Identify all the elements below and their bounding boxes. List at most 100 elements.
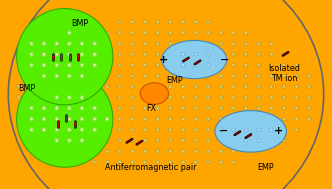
Ellipse shape [43,107,45,109]
Ellipse shape [54,41,59,46]
Ellipse shape [94,42,96,45]
Ellipse shape [67,74,72,78]
Ellipse shape [282,127,286,132]
Ellipse shape [144,150,146,153]
Ellipse shape [81,53,83,56]
Ellipse shape [105,127,110,132]
Ellipse shape [182,96,184,99]
Ellipse shape [106,118,109,120]
Ellipse shape [17,95,21,100]
Ellipse shape [232,118,234,120]
Ellipse shape [130,20,135,24]
Ellipse shape [283,64,285,66]
Ellipse shape [94,96,96,99]
Ellipse shape [131,150,133,153]
Ellipse shape [231,149,236,154]
Ellipse shape [55,53,58,56]
Ellipse shape [206,63,210,67]
Ellipse shape [181,41,185,46]
Ellipse shape [94,75,96,77]
Ellipse shape [143,20,147,24]
Ellipse shape [282,52,286,57]
Ellipse shape [193,41,198,46]
Ellipse shape [181,106,185,111]
Ellipse shape [256,127,261,132]
Ellipse shape [54,74,59,78]
Ellipse shape [67,138,72,143]
Ellipse shape [94,32,96,34]
Text: FX: FX [146,104,156,113]
Ellipse shape [282,117,286,121]
Ellipse shape [218,127,223,132]
Ellipse shape [80,63,84,67]
Ellipse shape [218,41,223,46]
Ellipse shape [105,138,110,143]
Ellipse shape [131,42,133,45]
Ellipse shape [68,139,70,142]
Ellipse shape [105,160,110,164]
Ellipse shape [55,64,58,66]
Ellipse shape [92,63,97,67]
Ellipse shape [218,106,223,111]
Ellipse shape [67,149,72,154]
Ellipse shape [155,95,160,100]
Ellipse shape [231,138,236,143]
Ellipse shape [143,74,147,78]
Ellipse shape [307,74,311,78]
Ellipse shape [130,30,135,35]
Ellipse shape [92,127,97,132]
Ellipse shape [256,95,261,100]
Ellipse shape [67,41,72,46]
Ellipse shape [155,52,160,57]
Ellipse shape [106,139,109,142]
Ellipse shape [42,63,46,67]
Ellipse shape [307,84,311,89]
Ellipse shape [169,161,171,163]
Ellipse shape [294,95,299,100]
Ellipse shape [282,106,286,111]
Ellipse shape [169,32,171,34]
Ellipse shape [257,129,260,131]
Ellipse shape [119,64,121,66]
Ellipse shape [231,74,236,78]
Ellipse shape [193,30,198,35]
Ellipse shape [92,74,97,78]
Ellipse shape [54,117,59,121]
Ellipse shape [143,63,147,67]
Ellipse shape [54,95,59,100]
Ellipse shape [143,138,147,143]
Ellipse shape [144,21,146,23]
Ellipse shape [232,96,234,99]
Ellipse shape [193,52,198,57]
Ellipse shape [29,127,34,132]
Ellipse shape [181,95,185,100]
Ellipse shape [207,139,209,142]
Ellipse shape [80,41,84,46]
Ellipse shape [94,85,96,88]
Ellipse shape [207,118,209,120]
Ellipse shape [119,107,121,109]
Ellipse shape [206,138,210,143]
Ellipse shape [220,107,222,109]
Ellipse shape [92,149,97,154]
Ellipse shape [269,138,274,143]
Ellipse shape [29,74,34,78]
Ellipse shape [130,52,135,57]
Ellipse shape [295,129,297,131]
Ellipse shape [169,96,171,99]
Ellipse shape [81,118,83,120]
Ellipse shape [182,53,184,56]
Ellipse shape [218,52,223,57]
Ellipse shape [245,129,247,131]
Ellipse shape [68,107,70,109]
Ellipse shape [244,52,248,57]
Ellipse shape [194,161,197,163]
Ellipse shape [206,84,210,89]
Ellipse shape [256,106,261,111]
Ellipse shape [42,52,46,57]
Ellipse shape [256,138,261,143]
Ellipse shape [244,63,248,67]
Ellipse shape [231,95,236,100]
Ellipse shape [55,118,58,120]
Ellipse shape [256,138,261,143]
